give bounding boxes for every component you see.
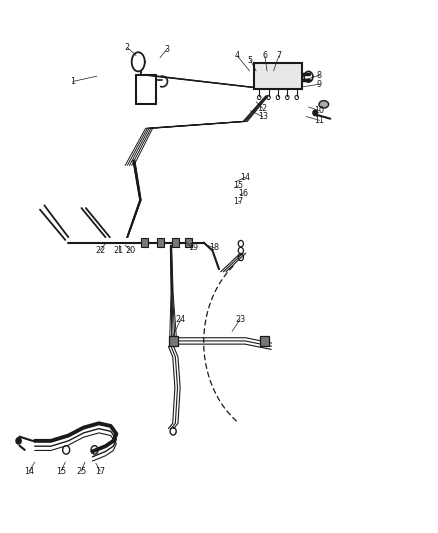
Text: 3: 3: [164, 45, 169, 54]
Bar: [172, 238, 179, 247]
Text: 6: 6: [262, 52, 267, 60]
Text: 12: 12: [258, 103, 268, 112]
Text: 24: 24: [176, 315, 186, 324]
Text: 21: 21: [113, 246, 124, 255]
Text: 25: 25: [76, 467, 87, 475]
Circle shape: [16, 438, 21, 444]
Text: 16: 16: [238, 189, 248, 198]
Text: 20: 20: [126, 246, 136, 255]
Text: 23: 23: [235, 315, 245, 324]
Text: 2: 2: [125, 43, 130, 52]
Text: 19: 19: [188, 244, 198, 253]
Text: 7: 7: [276, 52, 281, 60]
Bar: [261, 336, 269, 346]
Bar: [185, 238, 192, 247]
Bar: [254, 63, 302, 90]
Text: 4: 4: [235, 52, 240, 60]
Text: 14: 14: [240, 173, 250, 182]
Ellipse shape: [319, 101, 328, 108]
Text: 11: 11: [314, 116, 325, 125]
Text: 5: 5: [248, 56, 253, 64]
Bar: [156, 238, 163, 247]
Text: 17: 17: [233, 197, 244, 206]
Text: 14: 14: [24, 467, 34, 475]
Text: 1: 1: [70, 77, 75, 86]
Bar: [169, 336, 177, 346]
Text: 15: 15: [56, 467, 66, 475]
Text: 8: 8: [317, 70, 322, 79]
Bar: [141, 238, 148, 247]
Text: 10: 10: [314, 106, 325, 115]
Text: 18: 18: [210, 244, 219, 253]
Text: 9: 9: [317, 79, 322, 88]
Circle shape: [313, 110, 317, 116]
Text: 17: 17: [95, 467, 105, 475]
Text: 22: 22: [95, 246, 106, 255]
Text: 13: 13: [258, 112, 268, 121]
Text: 15: 15: [233, 181, 244, 190]
